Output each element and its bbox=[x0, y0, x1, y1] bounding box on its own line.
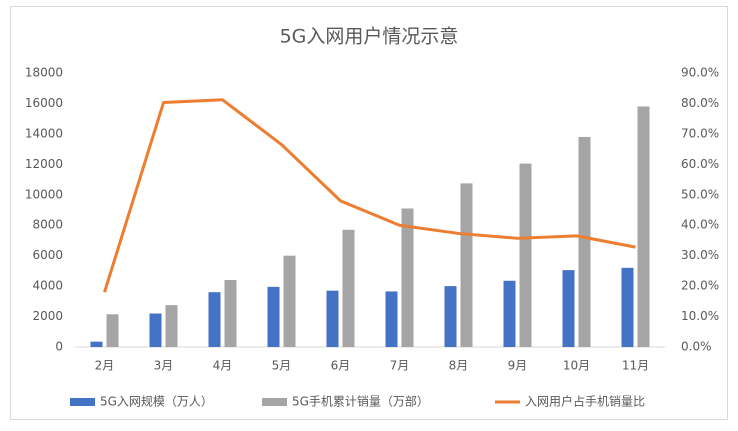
legend-swatch bbox=[70, 398, 95, 406]
legend-label: 入网用户占手机销量比 bbox=[525, 394, 645, 409]
y-tick-label: 10000 bbox=[25, 187, 63, 201]
bar bbox=[106, 314, 119, 347]
y2-tick-label: 70.0% bbox=[681, 126, 719, 140]
bar bbox=[401, 208, 414, 347]
bar bbox=[90, 341, 103, 347]
bar bbox=[267, 286, 280, 347]
legend-label: 5G手机累计销量（万部） bbox=[292, 394, 429, 409]
x-tick-label: 8月 bbox=[449, 359, 469, 373]
y-tick-label: 14000 bbox=[25, 126, 63, 140]
bar bbox=[578, 136, 591, 347]
y2-tick-label: 50.0% bbox=[681, 187, 719, 201]
bar bbox=[519, 163, 532, 347]
x-tick-label: 9月 bbox=[508, 359, 528, 373]
bar bbox=[385, 291, 398, 347]
y-tick-label: 18000 bbox=[25, 66, 63, 80]
y2-tick-label: 90.0% bbox=[681, 66, 719, 80]
x-tick-label: 11月 bbox=[622, 359, 649, 373]
y2-tick-label: 10.0% bbox=[681, 309, 719, 323]
y2-tick-label: 20.0% bbox=[681, 279, 719, 293]
y2-tick-label: 40.0% bbox=[681, 218, 719, 232]
bar bbox=[208, 292, 221, 347]
y-tick-label: 0 bbox=[55, 340, 63, 354]
bar bbox=[224, 280, 237, 347]
y-tick-label: 4000 bbox=[32, 279, 63, 293]
y2-tick-label: 60.0% bbox=[681, 157, 719, 171]
chart-title: 5G入网用户情况示意 bbox=[280, 26, 459, 48]
bar bbox=[637, 106, 650, 347]
bar bbox=[621, 267, 634, 347]
legend-label: 5G入网规模（万人） bbox=[100, 394, 213, 409]
y2-tick-label: 80.0% bbox=[681, 96, 719, 110]
y-tick-label: 12000 bbox=[25, 157, 63, 171]
bar bbox=[460, 183, 473, 347]
bar bbox=[326, 290, 339, 347]
bar bbox=[149, 313, 162, 347]
bar bbox=[165, 305, 178, 347]
bar bbox=[503, 280, 516, 347]
x-tick-label: 3月 bbox=[154, 359, 174, 373]
bar bbox=[283, 255, 296, 347]
line bbox=[103, 98, 636, 293]
x-tick-label: 5月 bbox=[272, 359, 292, 373]
y-tick-label: 16000 bbox=[25, 96, 63, 110]
y-tick-label: 2000 bbox=[32, 309, 63, 323]
x-tick-label: 7月 bbox=[390, 359, 410, 373]
x-tick-label: 10月 bbox=[563, 359, 590, 373]
x-tick-label: 4月 bbox=[213, 359, 233, 373]
y-tick-label: 8000 bbox=[32, 218, 63, 232]
legend-swatch bbox=[262, 398, 287, 406]
y2-tick-label: 0.0% bbox=[681, 340, 712, 354]
bar bbox=[342, 229, 355, 347]
x-tick-label: 2月 bbox=[95, 359, 115, 373]
y-tick-label: 6000 bbox=[32, 248, 63, 262]
bar bbox=[562, 270, 575, 347]
y2-tick-label: 30.0% bbox=[681, 248, 719, 262]
x-tick-label: 6月 bbox=[331, 359, 351, 373]
bar bbox=[444, 286, 457, 347]
